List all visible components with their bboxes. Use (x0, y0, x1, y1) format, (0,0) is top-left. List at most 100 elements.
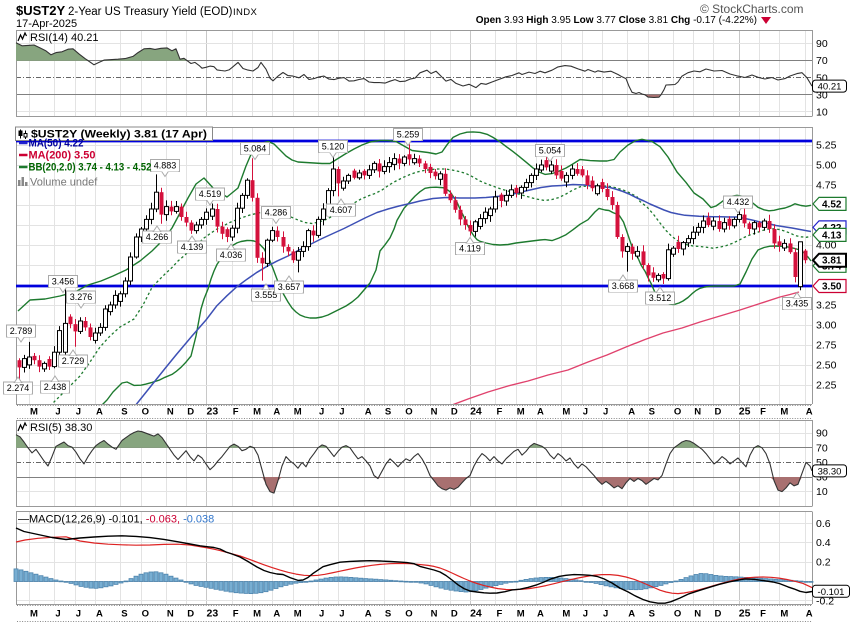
svg-text:J: J (55, 609, 60, 620)
svg-text:3.657: 3.657 (278, 282, 301, 292)
svg-text:4.036: 4.036 (220, 250, 243, 260)
svg-text:4.52: 4.52 (822, 199, 842, 210)
svg-text:2-Year US Treasury Yield (EOD): 2-Year US Treasury Yield (EOD) (68, 6, 233, 18)
svg-text:N: N (694, 407, 701, 418)
svg-text:4.883: 4.883 (154, 161, 177, 171)
svg-text:4.266: 4.266 (146, 232, 169, 242)
svg-text:25: 25 (739, 608, 751, 620)
svg-text:J: J (319, 407, 324, 418)
svg-text:3.512: 3.512 (649, 293, 672, 303)
svg-text:0.4: 0.4 (816, 537, 831, 549)
svg-text:INDX: INDX (233, 7, 258, 18)
svg-text:4.286: 4.286 (265, 208, 288, 218)
svg-text:3.276: 3.276 (70, 292, 93, 302)
svg-text:O: O (405, 407, 412, 418)
svg-text:M: M (562, 609, 570, 620)
svg-text:MA(50) 4.22: MA(50) 4.22 (29, 138, 84, 150)
svg-text:J: J (76, 407, 81, 418)
svg-text:M: M (294, 609, 302, 620)
svg-text:A: A (365, 609, 372, 620)
svg-text:D: D (451, 407, 458, 418)
svg-text:J: J (339, 609, 344, 620)
svg-text:-0.2: -0.2 (816, 595, 834, 607)
svg-text:2.75: 2.75 (816, 340, 837, 352)
svg-text:F: F (760, 407, 766, 418)
svg-text:24: 24 (470, 608, 482, 620)
svg-text:M: M (517, 407, 525, 418)
svg-text:A: A (273, 407, 280, 418)
svg-text:4.13: 4.13 (822, 230, 842, 241)
svg-text:F: F (233, 609, 239, 620)
svg-text:D: D (187, 407, 194, 418)
svg-text:J: J (339, 407, 344, 418)
svg-text:3.435: 3.435 (786, 299, 809, 309)
svg-text:F: F (233, 407, 239, 418)
svg-text:90: 90 (816, 428, 828, 440)
svg-text:0.6: 0.6 (816, 518, 831, 530)
svg-text:O: O (674, 609, 681, 620)
svg-text:M: M (294, 407, 302, 418)
svg-text:A: A (537, 407, 544, 418)
svg-text:—MACD(12,26,9) -0.101, -0.063,: —MACD(12,26,9) -0.101, -0.063, -0.038 (18, 514, 214, 526)
svg-text:S: S (121, 609, 127, 620)
svg-text:90: 90 (816, 38, 828, 50)
svg-text:A: A (628, 609, 635, 620)
svg-text:F: F (760, 609, 766, 620)
svg-text:© StockCharts.com: © StockCharts.com (700, 2, 804, 16)
svg-text:3.00: 3.00 (816, 320, 837, 332)
svg-text:70: 70 (816, 55, 828, 67)
svg-text:A: A (537, 609, 544, 620)
svg-text:5.259: 5.259 (397, 130, 420, 140)
svg-text:A: A (96, 609, 103, 620)
svg-text:M: M (253, 407, 261, 418)
svg-text:S: S (121, 407, 127, 418)
svg-text:0.2: 0.2 (816, 557, 831, 569)
svg-text:N: N (694, 609, 701, 620)
svg-text:Volume undef: Volume undef (30, 177, 98, 189)
svg-text:4.139: 4.139 (181, 242, 204, 252)
svg-text:F: F (497, 407, 503, 418)
svg-text:$UST2Y (Weekly) 3.81 (17 Apr): $UST2Y (Weekly) 3.81 (17 Apr) (31, 129, 207, 141)
svg-text:J: J (319, 609, 324, 620)
svg-text:J: J (583, 407, 588, 418)
svg-text:5.084: 5.084 (244, 144, 267, 154)
svg-text:N: N (167, 609, 174, 620)
svg-text:2.789: 2.789 (10, 326, 33, 336)
svg-text:38.30: 38.30 (818, 466, 842, 477)
svg-text:S: S (385, 609, 391, 620)
svg-text:S: S (649, 609, 655, 620)
svg-text:4.00: 4.00 (816, 240, 837, 252)
svg-text:-0.101: -0.101 (818, 587, 845, 598)
svg-text:A: A (96, 407, 103, 418)
svg-text:M: M (517, 609, 525, 620)
svg-text:2.25: 2.25 (816, 380, 837, 392)
svg-text:J: J (603, 407, 608, 418)
svg-text:M: M (30, 407, 38, 418)
svg-text:30: 30 (816, 89, 828, 101)
svg-text:F: F (497, 609, 503, 620)
svg-text:N: N (431, 609, 438, 620)
svg-text:25: 25 (739, 406, 751, 418)
svg-text:D: D (187, 609, 194, 620)
svg-text:N: N (431, 407, 438, 418)
svg-text:50: 50 (816, 457, 828, 469)
svg-text:BB(20,2.0) 3.74 - 4.13 - 4.52: BB(20,2.0) 3.74 - 4.13 - 4.52 (29, 162, 152, 174)
svg-text:23: 23 (207, 608, 219, 620)
svg-text:4.519: 4.519 (199, 189, 222, 199)
svg-text:2.438: 2.438 (44, 382, 67, 392)
svg-text:40.21: 40.21 (818, 82, 842, 93)
svg-text:5.00: 5.00 (816, 160, 837, 172)
svg-text:4.432: 4.432 (727, 197, 750, 207)
svg-text:A: A (806, 407, 813, 418)
svg-text:3.668: 3.668 (612, 281, 635, 291)
svg-text:30: 30 (816, 472, 828, 484)
svg-text:3.81: 3.81 (822, 256, 842, 267)
svg-text:5.25: 5.25 (816, 140, 837, 152)
svg-text:3.555: 3.555 (255, 290, 278, 300)
svg-text:M: M (253, 609, 261, 620)
svg-text:17-Apr-2025: 17-Apr-2025 (16, 18, 77, 30)
svg-text:O: O (674, 407, 681, 418)
svg-text:2.274: 2.274 (7, 383, 30, 393)
svg-text:24: 24 (470, 406, 482, 418)
svg-text:3.456: 3.456 (52, 277, 75, 287)
